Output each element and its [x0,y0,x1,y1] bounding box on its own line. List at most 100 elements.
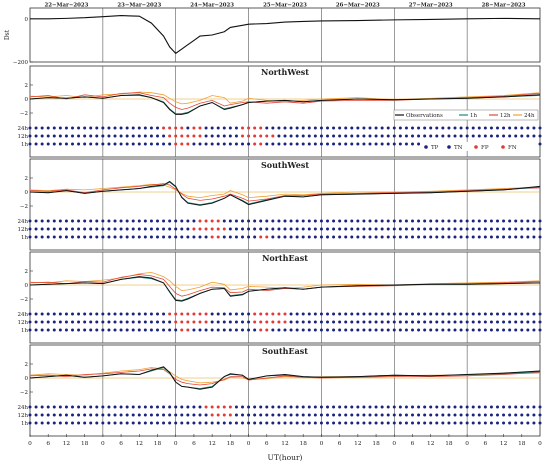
fp-marker [216,219,220,223]
fp-marker [204,219,208,223]
fp-marker [259,328,263,332]
tn-marker [241,227,244,231]
tn-marker [52,320,56,324]
tn-marker [119,126,123,130]
tn-marker [392,320,396,324]
tn-marker [326,312,329,316]
tn-marker [423,421,427,425]
class-row-label: 12h [17,320,28,326]
tn-marker [362,320,366,324]
date-label: 27−Mar−2023 [409,3,453,9]
tn-marker [520,328,524,332]
tn-marker [532,219,536,223]
fp-marker [259,235,263,239]
tn-marker [241,328,244,332]
tn-marker [326,328,329,332]
tn-marker [162,421,166,425]
tn-marker [350,126,354,130]
tn-marker [350,421,354,425]
tn-marker [168,405,172,409]
tn-marker [411,235,414,239]
tn-marker [71,413,74,417]
tn-marker [326,320,329,324]
tn-marker [374,219,378,223]
tn-marker [247,405,251,409]
tn-marker [271,421,275,425]
tn-marker [113,235,117,239]
tn-marker [89,142,93,146]
region-ytick-label: −2 [20,390,28,396]
tn-marker [241,219,244,223]
tn-marker [162,405,166,409]
fp-marker [253,142,257,146]
tn-marker [386,219,390,223]
tn-marker [168,227,172,231]
tn-marker [453,134,457,138]
dst-axis-label: Dst [4,29,11,40]
tn-marker [28,235,32,239]
tn-marker [508,312,512,316]
tn-marker [83,227,87,231]
tn-marker [380,219,384,223]
class-legend-marker [447,145,451,149]
tn-marker [28,142,32,146]
tn-marker [417,405,421,409]
tn-marker [174,413,178,417]
tn-marker [332,405,336,409]
tn-marker [113,320,117,324]
tn-marker [295,413,299,417]
tn-marker [477,405,481,409]
tn-marker [356,421,360,425]
tn-marker [192,405,196,409]
tn-marker [101,219,105,223]
tn-marker [459,227,463,231]
tn-marker [283,328,287,332]
tn-marker [131,142,135,146]
tn-marker [538,421,542,425]
tn-marker [326,413,329,417]
fp-marker [192,134,196,138]
tn-marker [520,413,524,417]
tn-marker [101,320,105,324]
forecast-24h-line [29,183,541,199]
tn-marker [350,219,354,223]
tn-marker [411,142,414,146]
tn-marker [374,134,378,138]
tn-marker [496,227,499,231]
tn-marker [447,227,451,231]
class-row-12h [28,320,542,324]
tn-marker [162,328,166,332]
tn-marker [392,134,396,138]
tn-marker [532,312,536,316]
tn-marker [228,227,232,231]
tn-marker [398,312,402,316]
fp-marker [265,134,269,138]
tn-marker [125,328,129,332]
tn-marker [234,126,238,130]
tn-marker [28,312,32,316]
fp-marker [228,413,232,417]
tn-marker [489,312,493,316]
tn-marker [386,328,390,332]
tn-marker [471,421,475,425]
tn-marker [228,142,232,146]
tn-marker [234,235,238,239]
tn-marker [253,235,257,239]
tn-marker [113,219,117,223]
tn-marker [520,134,524,138]
tn-marker [502,421,506,425]
tn-marker [271,142,275,146]
tn-marker [514,235,518,239]
tn-marker [489,126,493,130]
tn-marker [435,320,439,324]
fp-marker [192,312,196,316]
tn-marker [447,413,451,417]
tn-marker [28,134,32,138]
tn-marker [313,227,317,231]
tn-marker [143,413,147,417]
tn-marker [398,219,402,223]
tn-marker [210,126,214,130]
tn-marker [338,320,342,324]
tn-marker [186,126,190,130]
tn-marker [392,235,396,239]
